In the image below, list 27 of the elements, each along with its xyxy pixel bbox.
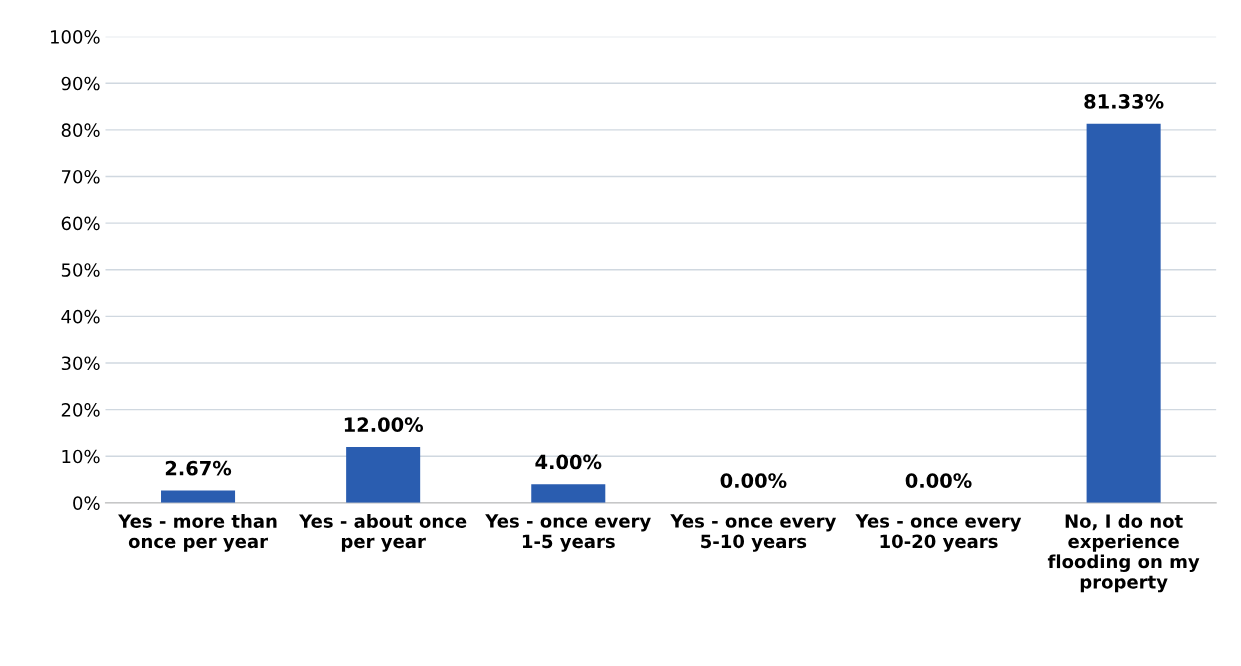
bar (1086, 123, 1161, 503)
bar (531, 484, 606, 503)
bar (346, 446, 421, 503)
y-tick-label: 90% (61, 76, 100, 91)
data-label: 0.00% (720, 473, 787, 488)
data-label: 0.00% (905, 473, 972, 488)
data-label: 12.00% (344, 417, 424, 433)
x-tick-label: Yes - once every 10-20 years (855, 514, 1022, 552)
x-tick-label: Yes - more than once per year (118, 513, 277, 552)
x-tick-label: Yes - once every 1-5 years (485, 514, 651, 552)
y-tick-label: 80% (61, 123, 100, 137)
y-tick-label: 20% (61, 403, 100, 417)
y-tick-label: 10% (62, 449, 100, 464)
y-tick-label: 60% (61, 216, 100, 231)
x-tick-label: Yes - about once per year (298, 513, 467, 552)
data-label: 81.33% (1084, 94, 1164, 109)
bar (161, 490, 236, 503)
x-tick-label: Yes - once every 5-10 years (670, 514, 837, 552)
data-label: 4.00% (535, 454, 602, 470)
x-tick-label: No, I do not experience flooding on my property (1047, 513, 1200, 593)
y-tick-label: 40% (61, 309, 100, 324)
y-tick-label: 70% (61, 169, 100, 184)
y-tick-label: 100% (50, 30, 100, 44)
y-tick-label: 30% (61, 356, 100, 371)
data-label: 2.67% (165, 460, 232, 476)
y-tick-label: 0% (73, 496, 100, 510)
y-tick-label: 50% (61, 263, 100, 277)
